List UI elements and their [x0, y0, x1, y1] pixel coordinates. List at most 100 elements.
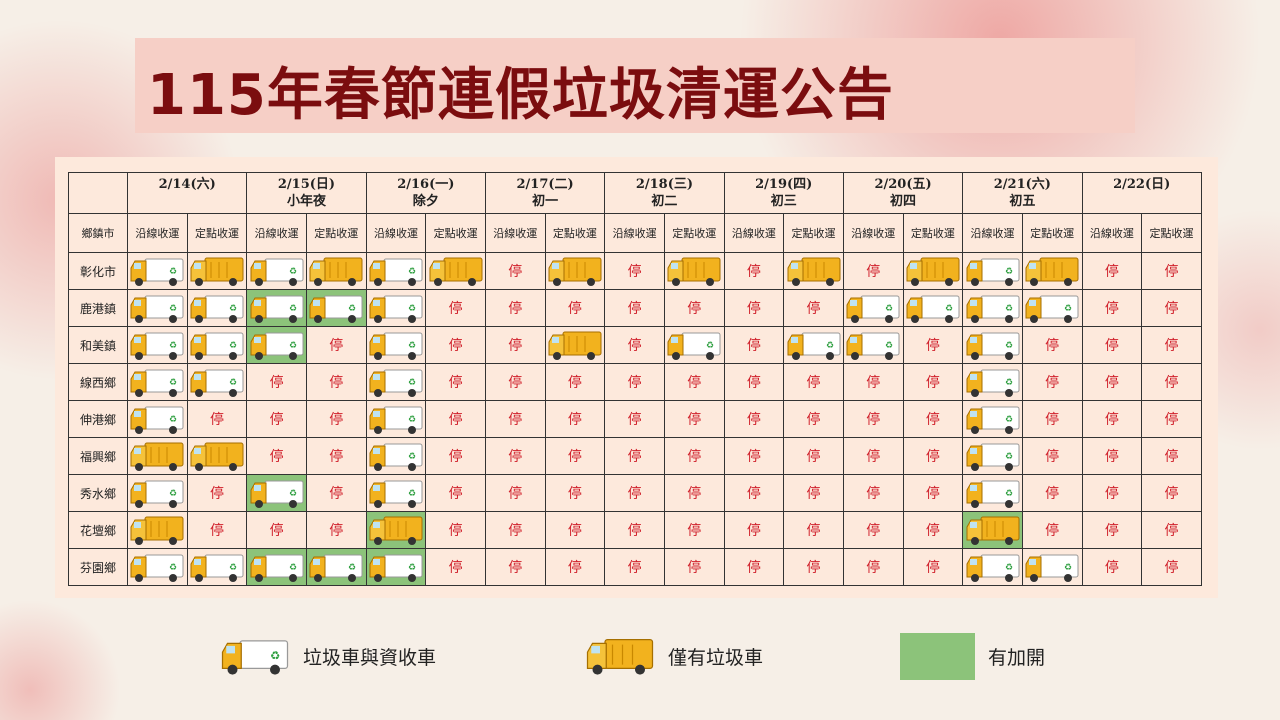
truck-cell [127, 400, 188, 438]
stop-cell: 停 [604, 511, 665, 549]
stop-cell: 停 [484, 548, 546, 586]
stop-cell: 停 [1021, 363, 1083, 401]
collection-type: 定點收運 [186, 213, 248, 253]
stop-cell: 停 [484, 363, 546, 401]
legend-item: 垃圾車與資收車 [220, 633, 436, 680]
stop-cell: 停 [246, 400, 307, 438]
stop-cell: 停 [902, 548, 964, 586]
truck-icon [966, 443, 1020, 471]
stop-cell: 停 [425, 548, 486, 586]
truck-cell [246, 252, 307, 290]
table-row: 花壇鄉停停停停停停停停停停停停停停停 [68, 511, 1202, 549]
truck-cell [365, 548, 427, 586]
stop-cell: 停 [604, 252, 665, 290]
truck-cell [1021, 252, 1083, 290]
table-row: 伸港鄉停停停停停停停停停停停停停停停 [68, 400, 1202, 438]
truck-cell [962, 511, 1023, 549]
truck-cell [663, 326, 725, 364]
stop-cell: 停 [305, 474, 367, 512]
truck-cell [365, 437, 427, 475]
truck-icon [966, 480, 1020, 508]
stop-cell: 停 [723, 252, 785, 290]
stop-cell: 停 [246, 363, 307, 401]
truck-icon [1025, 295, 1079, 323]
stop-cell: 停 [305, 326, 367, 364]
stop-cell: 停 [544, 363, 606, 401]
stop-cell: 停 [723, 289, 785, 327]
stop-cell: 停 [1141, 400, 1202, 438]
truck-icon [190, 295, 244, 323]
truck-icon [966, 516, 1020, 545]
truck-icon [130, 406, 184, 434]
stop-cell: 停 [305, 511, 367, 549]
date-header: 2/17(二) 初一 [484, 172, 606, 214]
table-row: 福興鄉停停停停停停停停停停停停停停 [68, 437, 1202, 475]
truck-icon [548, 331, 602, 360]
stop-cell: 停 [1021, 326, 1083, 364]
stop-cell: 停 [842, 511, 904, 549]
collection-type: 沿線收運 [962, 213, 1023, 253]
stop-cell: 停 [663, 363, 725, 401]
truck-cell [962, 548, 1023, 586]
town: 福興鄉 [68, 437, 128, 475]
truck-cell [962, 252, 1023, 290]
collection-type: 沿線收運 [1081, 213, 1143, 253]
truck-cell [127, 326, 188, 364]
stop-cell: 停 [663, 548, 725, 586]
legend-item: 僅有垃圾車 [585, 633, 763, 680]
stop-cell: 停 [1021, 474, 1083, 512]
stop-cell: 停 [186, 474, 248, 512]
truck-icon [787, 332, 841, 360]
stop-cell: 停 [484, 400, 546, 438]
truck-icon [846, 332, 900, 360]
legend-label: 有加開 [988, 647, 1046, 669]
stop-cell: 停 [842, 363, 904, 401]
stop-cell: 停 [1081, 511, 1143, 549]
collection-type: 定點收運 [544, 213, 606, 253]
truck-cell [127, 363, 188, 401]
table-row: 秀水鄉停停停停停停停停停停停停停停 [68, 474, 1202, 512]
stop-cell: 停 [663, 474, 725, 512]
collection-type: 定點收運 [663, 213, 725, 253]
stop-cell: 停 [305, 363, 367, 401]
stop-cell: 停 [1021, 400, 1083, 438]
truck-icon [966, 332, 1020, 360]
stop-cell: 停 [484, 326, 546, 364]
stop-cell: 停 [484, 289, 546, 327]
truck-icon [667, 257, 721, 286]
corner-cell [68, 172, 128, 214]
date-note: 小年夜 [286, 194, 326, 209]
stop-cell: 停 [902, 400, 964, 438]
stop-cell: 停 [723, 326, 785, 364]
stop-cell: 停 [1081, 363, 1143, 401]
date: 2/18(三) [635, 177, 693, 192]
legend-item: 有加開 [900, 633, 1045, 680]
truck-cell [127, 289, 188, 327]
stop-cell: 停 [723, 548, 785, 586]
truck-icon [369, 480, 423, 508]
stop-cell: 停 [1141, 548, 1202, 586]
date-header: 2/22(日) [1081, 172, 1202, 214]
truck-icon [369, 554, 423, 582]
stop-cell: 停 [842, 474, 904, 512]
town: 芬園鄉 [68, 548, 128, 586]
stop-cell: 停 [1021, 437, 1083, 475]
stop-cell: 停 [783, 548, 844, 586]
truck-icon [309, 257, 363, 286]
stop-cell: 停 [1141, 252, 1202, 290]
truck-cell [365, 511, 427, 549]
date-note-blank [128, 193, 246, 210]
truck-cell [902, 289, 964, 327]
truck-cell [365, 326, 427, 364]
stop-cell: 停 [186, 511, 248, 549]
truck-cell [246, 474, 307, 512]
collection-type: 定點收運 [1141, 213, 1202, 253]
truck-icon [1025, 257, 1079, 286]
date: 2/17(二) [516, 177, 574, 192]
date: 2/20(五) [874, 177, 932, 192]
town: 秀水鄉 [68, 474, 128, 512]
truck-icon [966, 554, 1020, 582]
date-note: 初一 [532, 194, 559, 209]
corner-label: 鄉鎮市 [68, 213, 128, 253]
legend-swatch [900, 633, 975, 680]
